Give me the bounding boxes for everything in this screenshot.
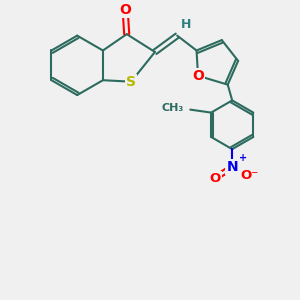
Text: O: O <box>192 69 204 83</box>
Text: O: O <box>209 172 220 185</box>
Text: O⁻: O⁻ <box>240 169 259 182</box>
Text: O: O <box>119 3 131 17</box>
Text: H: H <box>181 18 191 31</box>
Text: CH₃: CH₃ <box>161 103 184 113</box>
Text: S: S <box>126 75 136 89</box>
Text: +: + <box>239 153 247 163</box>
Text: N: N <box>226 160 238 174</box>
